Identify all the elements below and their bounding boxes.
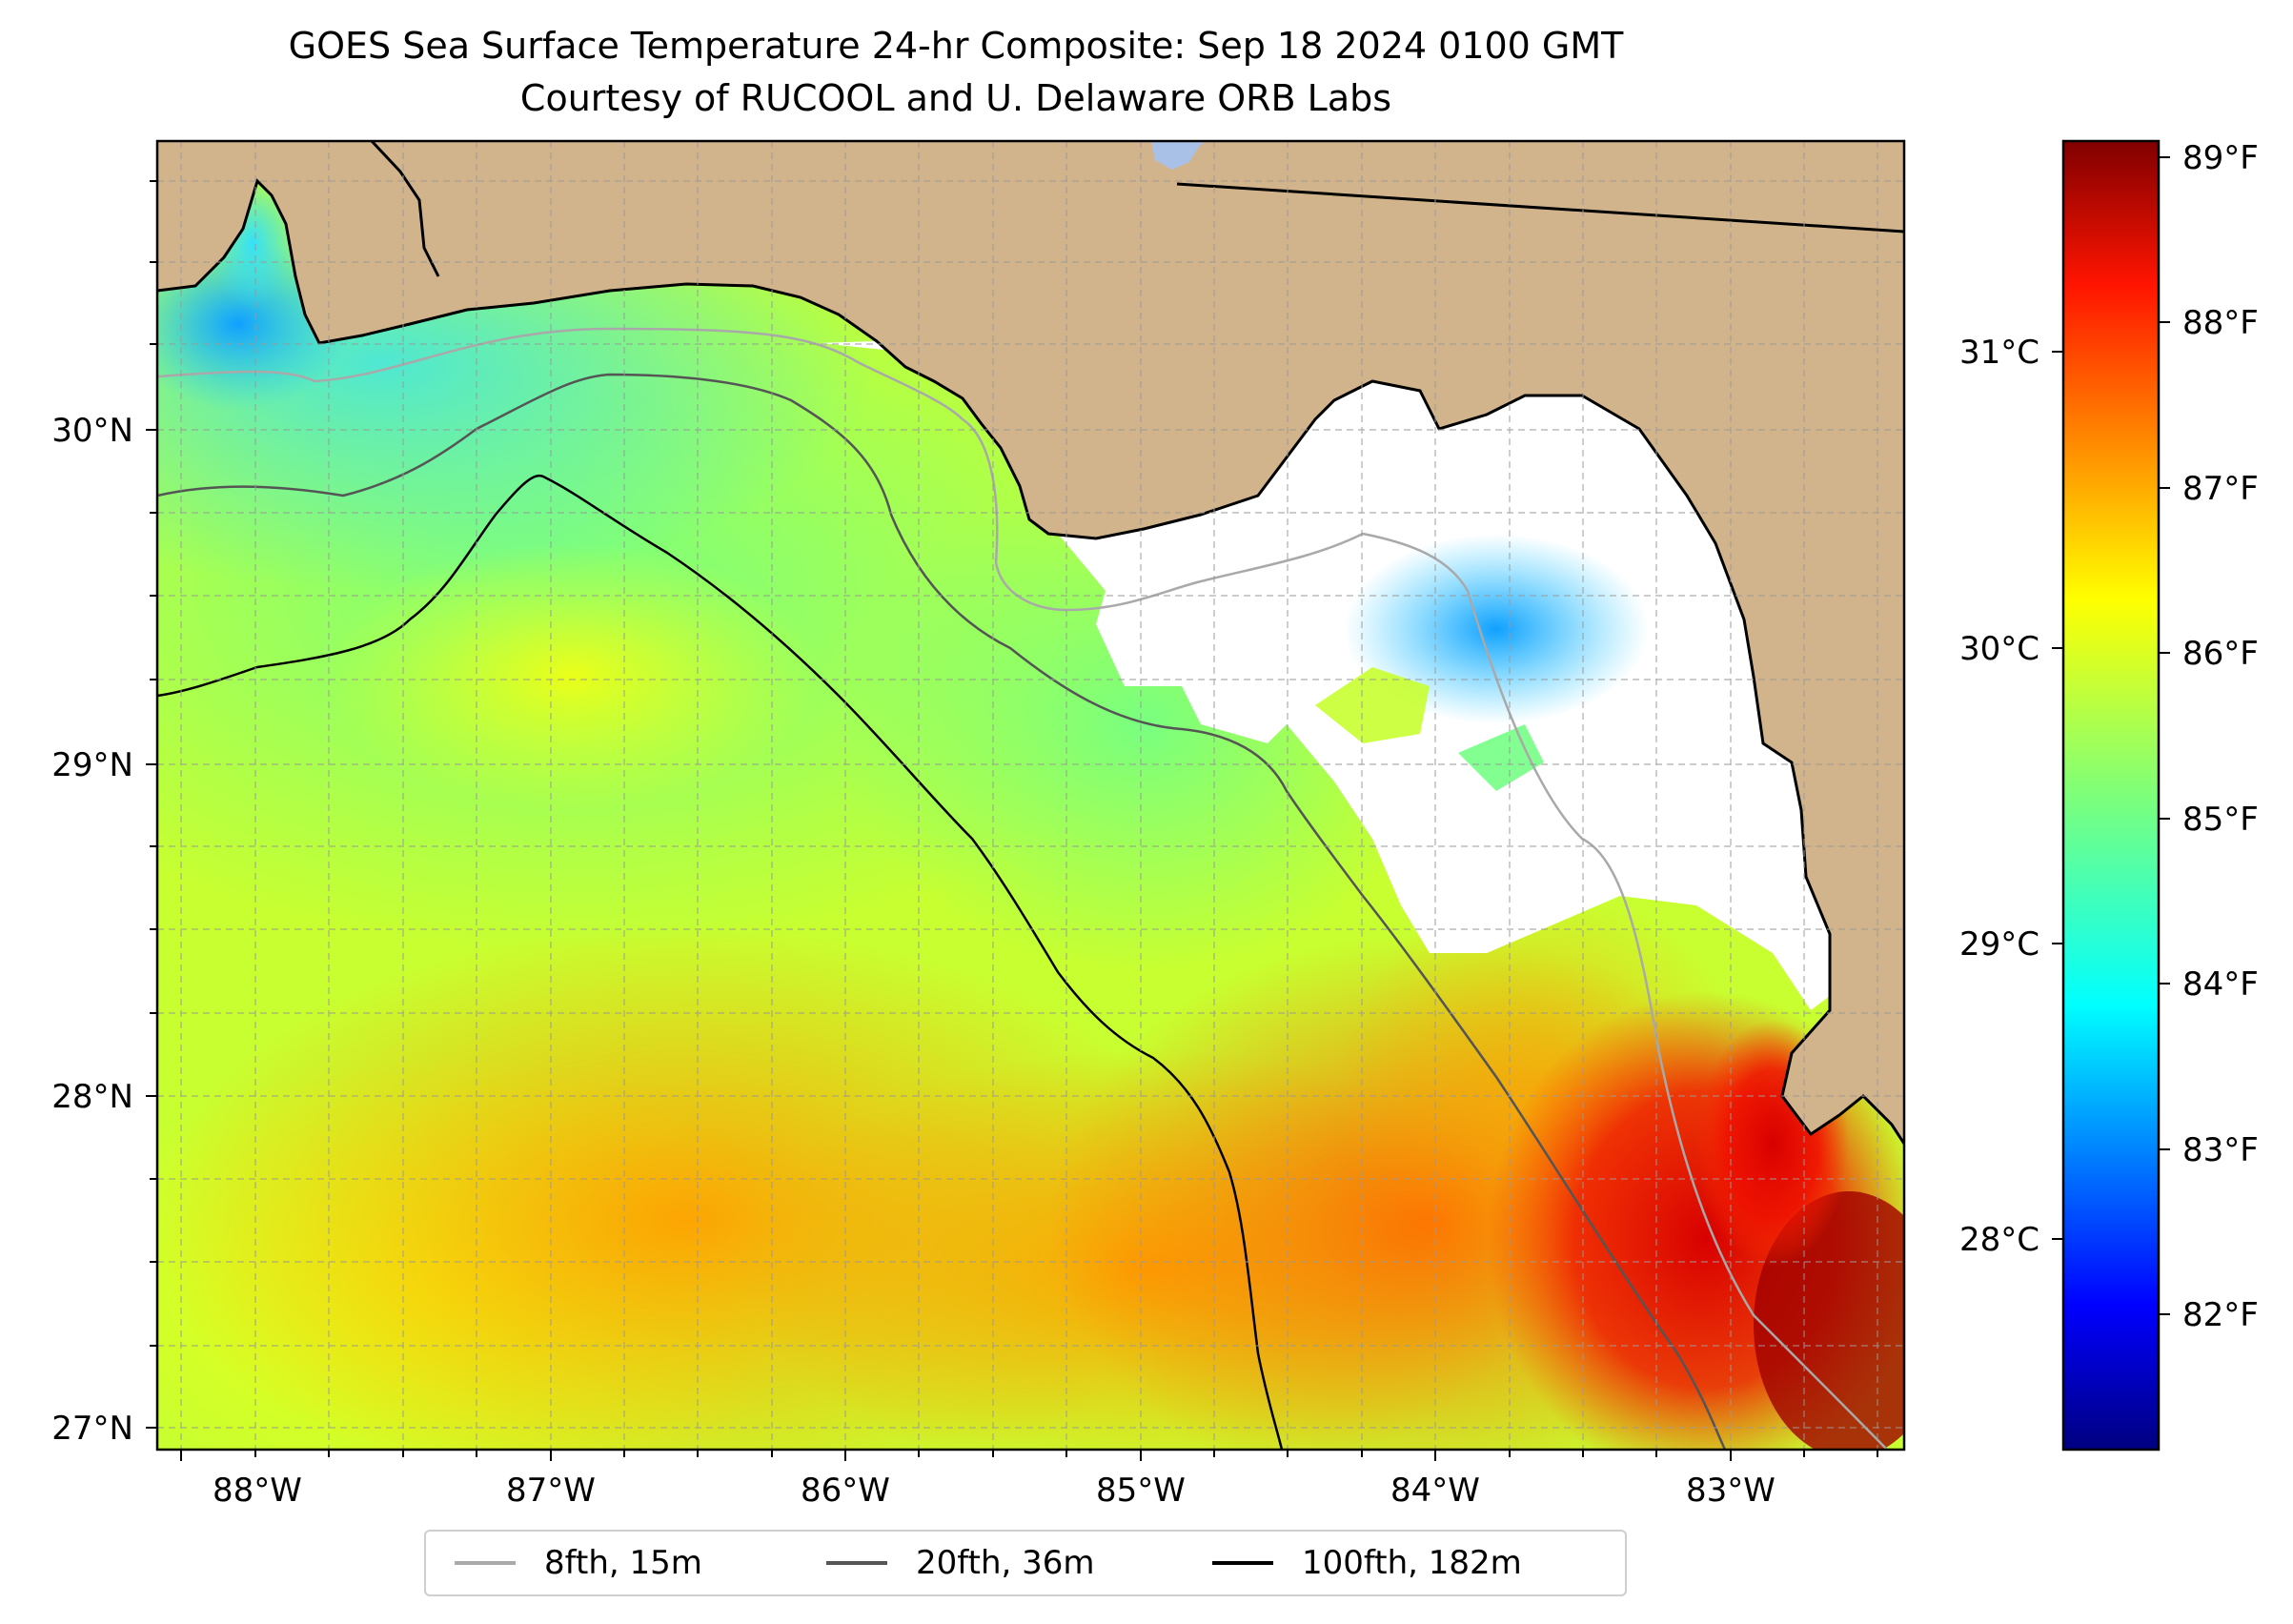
isobath-8fth-line bbox=[157, 327, 1888, 1450]
legend-label: 100fth, 182m bbox=[1302, 1544, 1522, 1582]
land bbox=[157, 141, 1904, 1144]
latitude-labels: 30°N 29°N 28°N 27°N bbox=[51, 412, 133, 1448]
lat-label: 30°N bbox=[51, 412, 133, 450]
celsius-tick: 30°C bbox=[1959, 630, 2039, 668]
gridlines bbox=[157, 141, 1904, 1450]
state-boundary bbox=[1176, 182, 1904, 233]
fahrenheit-tick: 87°F bbox=[2182, 470, 2259, 508]
colorbar-celsius-labels: 31°C 30°C 29°C 28°C bbox=[1959, 334, 2039, 1259]
legend-item: 20fth, 36m bbox=[826, 1532, 1095, 1594]
legend-label: 20fth, 36m bbox=[916, 1544, 1095, 1582]
lon-label: 84°W bbox=[1390, 1472, 1480, 1510]
fahrenheit-tick: 86°F bbox=[2182, 635, 2259, 673]
legend-swatch-100fth bbox=[1212, 1561, 1273, 1565]
legend-item: 8fth, 15m bbox=[455, 1532, 702, 1594]
legend-swatch-8fth bbox=[455, 1561, 516, 1565]
state-boundary-west bbox=[370, 141, 440, 277]
lat-label: 29°N bbox=[51, 746, 133, 784]
chart-subtitle: Courtesy of RUCOOL and U. Delaware ORB L… bbox=[519, 77, 1392, 119]
celsius-tick: 31°C bbox=[1959, 334, 2039, 372]
sst-field bbox=[157, 141, 1904, 1450]
colorbar-fahrenheit-labels: 89°F 88°F 87°F 86°F 85°F 84°F 83°F 82°F bbox=[2182, 139, 2259, 1334]
fahrenheit-tick: 89°F bbox=[2182, 139, 2259, 177]
celsius-tick: 28°C bbox=[1959, 1221, 2039, 1259]
legend-swatch-20fth bbox=[826, 1561, 887, 1565]
lon-label: 88°W bbox=[213, 1472, 302, 1510]
axis-ticks bbox=[146, 180, 1878, 1461]
lat-label: 27°N bbox=[51, 1410, 133, 1448]
fahrenheit-tick: 84°F bbox=[2182, 965, 2259, 1004]
lon-label: 86°W bbox=[801, 1472, 890, 1510]
map-frame bbox=[155, 139, 1906, 1451]
lon-label: 85°W bbox=[1096, 1472, 1186, 1510]
chart-title: GOES Sea Surface Temperature 24-hr Compo… bbox=[288, 25, 1624, 67]
isobath-100fth-line bbox=[157, 474, 1284, 1450]
fahrenheit-tick: 85°F bbox=[2182, 801, 2259, 839]
lon-label: 87°W bbox=[506, 1472, 596, 1510]
colorbar-ticks bbox=[2052, 156, 2170, 1315]
legend-label: 8fth, 15m bbox=[544, 1544, 702, 1582]
colorbar bbox=[2061, 139, 2161, 1451]
fahrenheit-tick: 88°F bbox=[2182, 304, 2259, 342]
fahrenheit-tick: 83°F bbox=[2182, 1131, 2259, 1169]
longitude-labels: 88°W 87°W 86°W 85°W 84°W 83°W bbox=[213, 1472, 1776, 1510]
lake bbox=[1151, 141, 1206, 170]
lat-label: 28°N bbox=[51, 1078, 133, 1116]
lon-label: 83°W bbox=[1686, 1472, 1776, 1510]
legend-item: 100fth, 182m bbox=[1212, 1532, 1522, 1594]
legend: 8fth, 15m 20fth, 36m 100fth, 182m bbox=[424, 1530, 1627, 1596]
fahrenheit-tick: 82°F bbox=[2182, 1296, 2259, 1334]
celsius-tick: 29°C bbox=[1959, 925, 2039, 964]
